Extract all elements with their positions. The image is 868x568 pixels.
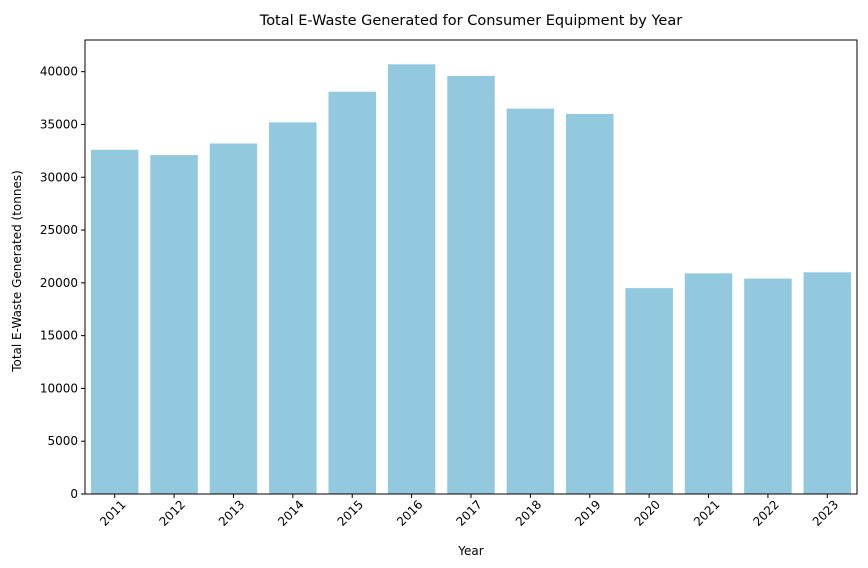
bar-2019 — [566, 113, 614, 494]
y-tick-label: 0 — [70, 487, 78, 501]
x-tick-label: 2023 — [810, 497, 841, 528]
x-tick-label: 2021 — [691, 497, 722, 528]
bar-2014 — [269, 122, 317, 494]
x-tick-label: 2011 — [97, 497, 128, 528]
y-axis: 0 5000 10000 15000 20000 25000 30000 35000 40000 — [40, 65, 85, 501]
x-tick-label: 2018 — [513, 497, 544, 528]
y-tick-label: 5000 — [47, 434, 78, 448]
y-tick-label: 35000 — [40, 117, 78, 131]
y-tick-label: 15000 — [40, 329, 78, 343]
bars-group — [90, 64, 852, 495]
x-axis-label: Year — [457, 544, 483, 558]
x-tick-label: 2014 — [275, 497, 306, 528]
bar-2016 — [387, 64, 436, 494]
bar-2015 — [328, 91, 376, 494]
x-tick-label: 2019 — [572, 497, 603, 528]
x-tick-label: 2012 — [156, 497, 187, 528]
bar-2021 — [684, 273, 733, 494]
y-tick-label: 40000 — [40, 65, 78, 79]
y-tick-label: 25000 — [40, 223, 78, 237]
bar-2017 — [447, 75, 495, 495]
bar-2012 — [150, 155, 198, 494]
plot-frame — [84, 39, 858, 495]
x-tick-label: 2020 — [632, 497, 663, 528]
x-tick-label: 2022 — [750, 497, 781, 528]
bar-2022 — [744, 278, 792, 494]
x-tick-label: 2017 — [453, 497, 484, 528]
x-tick-label: 2016 — [394, 497, 425, 528]
chart-title: Total E-Waste Generated for Consumer Equ… — [259, 13, 682, 29]
x-axis: 2011 2012 2013 2014 2015 2016 2017 2018 2019 2020… — [97, 494, 841, 529]
bar-2013 — [209, 143, 258, 494]
bar-2018 — [506, 108, 555, 494]
x-tick-label: 2013 — [216, 497, 247, 528]
x-tick-label: 2015 — [335, 497, 366, 528]
y-tick-label: 10000 — [40, 381, 78, 395]
bar-2023 — [803, 272, 852, 494]
y-tick-label: 20000 — [40, 276, 78, 290]
bar-2020 — [625, 288, 673, 494]
bar-2011 — [90, 149, 139, 495]
y-tick-label: 30000 — [40, 170, 78, 184]
y-axis-label: Total E-Waste Generated (tonnes) — [10, 170, 24, 373]
